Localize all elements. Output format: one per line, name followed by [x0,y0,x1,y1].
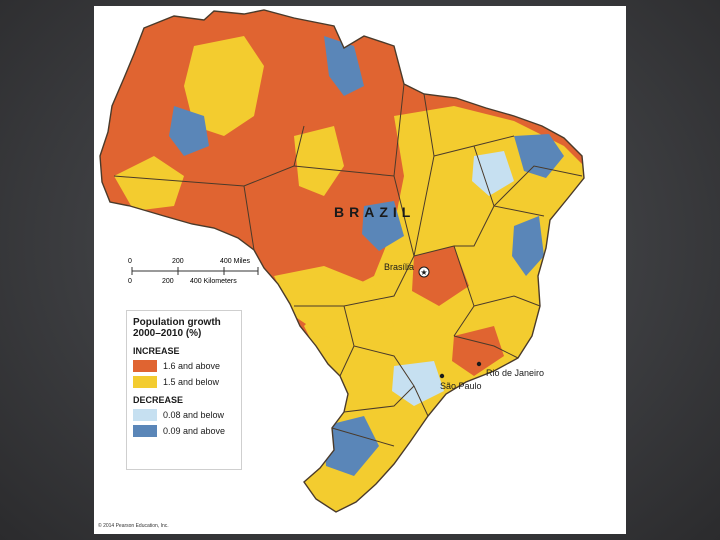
slide-canvas: ★ BRAZIL Brasília Rio de Janeiro São Pau… [94,6,626,534]
map-region-center-orange [412,246,469,306]
map-region-south-blue-1 [324,416,379,476]
map-region-east-blue [512,216,544,276]
city-markers: ★ [418,266,482,379]
scale-km-200: 200 [162,278,174,285]
city-label-sao-paulo: São Paulo [440,381,482,391]
scale-km-0: 0 [128,278,132,285]
legend-swatch-high-decrease [133,425,157,437]
map-region-north-yellow-1 [184,36,264,136]
legend-title: Population growth 2000–2010 (%) [133,317,221,339]
map-region-center-blue [362,201,404,251]
legend-increase-heading: INCREASE [133,346,180,356]
legend-label: 0.08 and below [163,410,225,420]
copyright-text: © 2014 Pearson Education, Inc. [98,523,169,529]
legend-item: 0.09 and above [133,425,241,437]
legend-label: 1.6 and above [163,361,221,371]
map-region-northeast-blue-1 [514,134,564,178]
map-region-north-blue-2 [169,106,209,156]
map-legend: Population growth 2000–2010 (%) INCREASE… [126,310,242,470]
legend-item: 1.5 and below [133,376,241,388]
legend-swatch-high-increase [133,360,157,372]
city-label-brasilia: Brasília [384,262,415,272]
legend-item: 0.08 and below [133,409,241,421]
legend-swatch-low-decrease [133,409,157,421]
city-label-rio: Rio de Janeiro [486,368,545,378]
brasilia-marker-icon [418,266,430,278]
country-label: BRAZIL [334,204,416,220]
map-region-north-blue-1 [324,36,364,96]
brasilia-star-icon: ★ [420,268,427,277]
scale-miles-0: 0 [128,258,132,265]
scale-miles-400: 400 Miles [220,258,250,265]
map-region-west-yellow [114,156,184,211]
legend-swatch-low-increase [133,376,157,388]
scale-miles-200: 200 [172,258,184,265]
sao-paulo-marker-icon [439,373,445,379]
scale-bar [131,267,259,275]
scale-km-400: 400 Kilometers [190,278,237,285]
legend-label: 0.09 and above [163,426,226,436]
brazil-map: ★ [99,9,585,513]
state-borders [99,9,585,513]
legend-decrease-heading: DECREASE [133,395,184,405]
legend-item: 1.6 and above [133,360,241,372]
map-region-northeast-blue-2 [472,151,514,196]
map-region-north-yellow-2 [294,126,344,196]
rio-marker-icon [476,361,482,367]
legend-label: 1.5 and below [163,377,220,387]
